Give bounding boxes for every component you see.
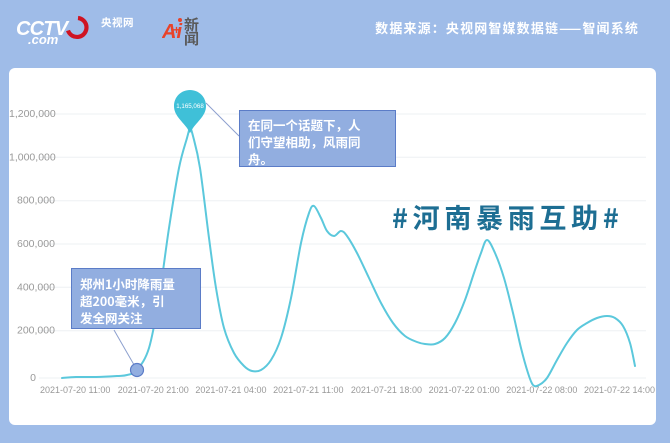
svg-text:2021-07-21 18:00: 2021-07-21 18:00 — [351, 385, 422, 395]
svg-text:1,200,000: 1,200,000 — [9, 108, 56, 120]
svg-text:2021-07-20 21:00: 2021-07-20 21:00 — [118, 385, 189, 395]
svg-text:央视网: 央视网 — [101, 15, 134, 30]
svg-text:600,000: 600,000 — [17, 238, 55, 250]
svg-text:2021-07-22 08:00: 2021-07-22 08:00 — [506, 385, 577, 395]
svg-text:800,000: 800,000 — [17, 195, 55, 207]
svg-text:2021-07-22 01:00: 2021-07-22 01:00 — [429, 385, 500, 395]
svg-text:闻: 闻 — [184, 28, 199, 46]
svg-text:2021-07-21 11:00: 2021-07-21 11:00 — [273, 385, 343, 395]
svg-text:2021-07-22 14:00: 2021-07-22 14:00 — [584, 385, 655, 395]
svg-text:200,000: 200,000 — [17, 325, 55, 337]
svg-text:+: + — [173, 23, 180, 37]
svg-text:.com: .com — [28, 32, 59, 45]
svg-text:1,000,000: 1,000,000 — [9, 151, 56, 163]
svg-text:2021-07-21 04:00: 2021-07-21 04:00 — [195, 385, 266, 395]
svg-text:400,000: 400,000 — [17, 281, 55, 293]
svg-text:0: 0 — [30, 372, 36, 384]
svg-text:2021-07-20 11:00: 2021-07-20 11:00 — [40, 385, 110, 395]
